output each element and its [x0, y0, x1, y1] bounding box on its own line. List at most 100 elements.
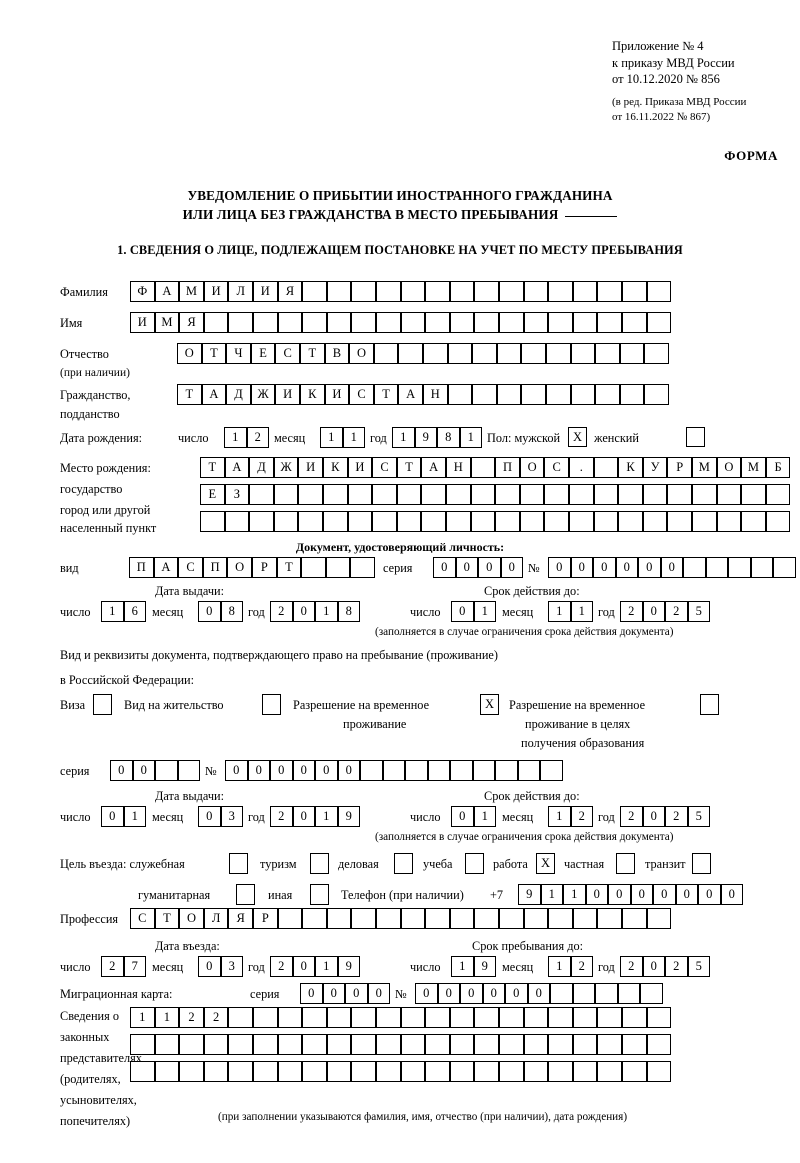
- reps-row2-cell-11[interactable]: [376, 1034, 401, 1055]
- birth-place-row2-cell-19[interactable]: [642, 484, 668, 505]
- doc-issue-day-cell-2[interactable]: 6: [123, 601, 146, 622]
- birth-place-row3-cell-5[interactable]: [298, 511, 323, 532]
- reps-row2-cell-13[interactable]: [425, 1034, 450, 1055]
- birth-month-cell-1[interactable]: 1: [320, 427, 343, 448]
- doc-valid-year-cell-3[interactable]: 2: [665, 601, 688, 622]
- permit-number-cell-6[interactable]: 0: [337, 760, 360, 781]
- birth-place-row1-cell-11[interactable]: Н: [446, 457, 471, 478]
- mig-number-cell-4[interactable]: 0: [482, 983, 505, 1004]
- patronymic-cell-16[interactable]: [546, 343, 571, 364]
- profession-cell-3[interactable]: О: [179, 908, 204, 929]
- doc-number-cell-6[interactable]: 0: [660, 557, 683, 578]
- profession-cell-17[interactable]: [523, 908, 549, 929]
- birth-year-cell-4[interactable]: 1: [459, 427, 482, 448]
- profession-cell-11[interactable]: [376, 908, 401, 929]
- doc-valid-year-cell-1[interactable]: 2: [620, 601, 643, 622]
- entry-month-cell-2[interactable]: 3: [220, 956, 243, 977]
- birth-place-row2-cell-15[interactable]: [544, 484, 569, 505]
- reps-row1-cell-15[interactable]: [474, 1007, 499, 1028]
- birth-place-row2-cell-13[interactable]: [495, 484, 520, 505]
- phone-cell-10[interactable]: 0: [720, 884, 743, 905]
- reps-row2-cell-3[interactable]: [179, 1034, 204, 1055]
- birth-place-row3-cell-22[interactable]: [716, 511, 742, 532]
- doc-kind-cell-8[interactable]: [301, 557, 326, 578]
- permit-valid-day-cell-1[interactable]: 0: [451, 806, 474, 827]
- birth-place-row3-cell-21[interactable]: [692, 511, 717, 532]
- patronymic-cell-18[interactable]: [595, 343, 620, 364]
- name-cell-5[interactable]: [228, 312, 253, 333]
- stay-year-cell-3[interactable]: 2: [665, 956, 688, 977]
- reps-row2-cell-16[interactable]: [499, 1034, 524, 1055]
- reps-row3-cell-22[interactable]: [646, 1061, 672, 1082]
- birth-place-row2-cell-11[interactable]: [446, 484, 471, 505]
- surname-cell-1[interactable]: Ф: [130, 281, 155, 302]
- permit-issue-day-cell-2[interactable]: 1: [123, 806, 146, 827]
- birth-place-row3-cell-1[interactable]: [200, 511, 225, 532]
- permit-valid-year-cell-3[interactable]: 2: [665, 806, 688, 827]
- phone-cell-1[interactable]: 9: [518, 884, 541, 905]
- phone-cell-8[interactable]: 0: [675, 884, 698, 905]
- doc-issue-year-cell-4[interactable]: 8: [337, 601, 360, 622]
- patronymic-cell-14[interactable]: [496, 343, 522, 364]
- name-cell-22[interactable]: [646, 312, 672, 333]
- birth-place-row1-cell-16[interactable]: .: [569, 457, 594, 478]
- reps-row3-cell-9[interactable]: [326, 1061, 352, 1082]
- permit-number-cell-10[interactable]: [427, 760, 450, 781]
- doc-kind-cell-4[interactable]: П: [202, 557, 228, 578]
- reps-row2-cell-1[interactable]: [130, 1034, 155, 1055]
- doc-kind-cell-3[interactable]: С: [178, 557, 203, 578]
- doc-issue-year-cell-3[interactable]: 1: [315, 601, 338, 622]
- permit-valid-day-cell-2[interactable]: 1: [473, 806, 496, 827]
- reps-row1-cell-2[interactable]: 1: [154, 1007, 180, 1028]
- profession-cell-18[interactable]: [548, 908, 573, 929]
- permit-issue-year-cell-3[interactable]: 1: [315, 806, 338, 827]
- reps-row2-cell-9[interactable]: [326, 1034, 352, 1055]
- surname-cell-12[interactable]: [400, 281, 426, 302]
- entry-day-cell-2[interactable]: 7: [123, 956, 146, 977]
- mig-number-cell-10[interactable]: [617, 983, 640, 1004]
- surname-cell-19[interactable]: [572, 281, 598, 302]
- permit-series-cell-4[interactable]: [177, 760, 200, 781]
- patronymic-cell-15[interactable]: [521, 343, 546, 364]
- birth-place-row3-cell-14[interactable]: [519, 511, 545, 532]
- profession-cell-5[interactable]: Я: [228, 908, 253, 929]
- birth-place-row2-cell-4[interactable]: [273, 484, 299, 505]
- name-cell-12[interactable]: [400, 312, 426, 333]
- reps-row3-cell-16[interactable]: [499, 1061, 524, 1082]
- patronymic-cell-4[interactable]: Е: [250, 343, 276, 364]
- birth-place-row2-cell-5[interactable]: [298, 484, 323, 505]
- mig-series-cell-4[interactable]: 0: [367, 983, 390, 1004]
- citizenship-cell-14[interactable]: [496, 384, 522, 405]
- birth-place-row3-cell-2[interactable]: [224, 511, 250, 532]
- permit-number-cell-2[interactable]: 0: [247, 760, 270, 781]
- patronymic-cell-11[interactable]: [423, 343, 448, 364]
- name-cell-7[interactable]: [277, 312, 303, 333]
- sex-female-checkbox[interactable]: [686, 427, 705, 447]
- citizenship-cell-7[interactable]: И: [324, 384, 350, 405]
- purpose-work-checkbox[interactable]: X: [536, 853, 555, 874]
- reps-row3-cell-17[interactable]: [523, 1061, 549, 1082]
- purpose-private-checkbox[interactable]: [616, 853, 635, 874]
- reps-row3-cell-18[interactable]: [548, 1061, 573, 1082]
- mig-series-cell-1[interactable]: 0: [300, 983, 323, 1004]
- surname-cell-5[interactable]: Л: [228, 281, 253, 302]
- birth-place-row1-cell-10[interactable]: А: [421, 457, 446, 478]
- birth-place-row1-cell-24[interactable]: Б: [765, 457, 791, 478]
- reps-row1-cell-7[interactable]: [277, 1007, 303, 1028]
- mig-number-cell-5[interactable]: 0: [505, 983, 528, 1004]
- birth-place-row1-cell-13[interactable]: П: [495, 457, 520, 478]
- name-cell-8[interactable]: [302, 312, 327, 333]
- permit-number-cell-7[interactable]: [360, 760, 383, 781]
- reps-row3-cell-12[interactable]: [400, 1061, 426, 1082]
- surname-cell-18[interactable]: [548, 281, 573, 302]
- permit-number-cell-9[interactable]: [405, 760, 428, 781]
- reps-row2-cell-20[interactable]: [597, 1034, 622, 1055]
- permit-series-cell-3[interactable]: [155, 760, 178, 781]
- reps-row2-cell-18[interactable]: [548, 1034, 573, 1055]
- name-cell-20[interactable]: [597, 312, 622, 333]
- reps-row3-cell-21[interactable]: [622, 1061, 647, 1082]
- birth-year-cell-1[interactable]: 1: [392, 427, 415, 448]
- reps-row3-cell-11[interactable]: [376, 1061, 401, 1082]
- mig-number-cell-8[interactable]: [572, 983, 595, 1004]
- surname-cell-3[interactable]: М: [179, 281, 204, 302]
